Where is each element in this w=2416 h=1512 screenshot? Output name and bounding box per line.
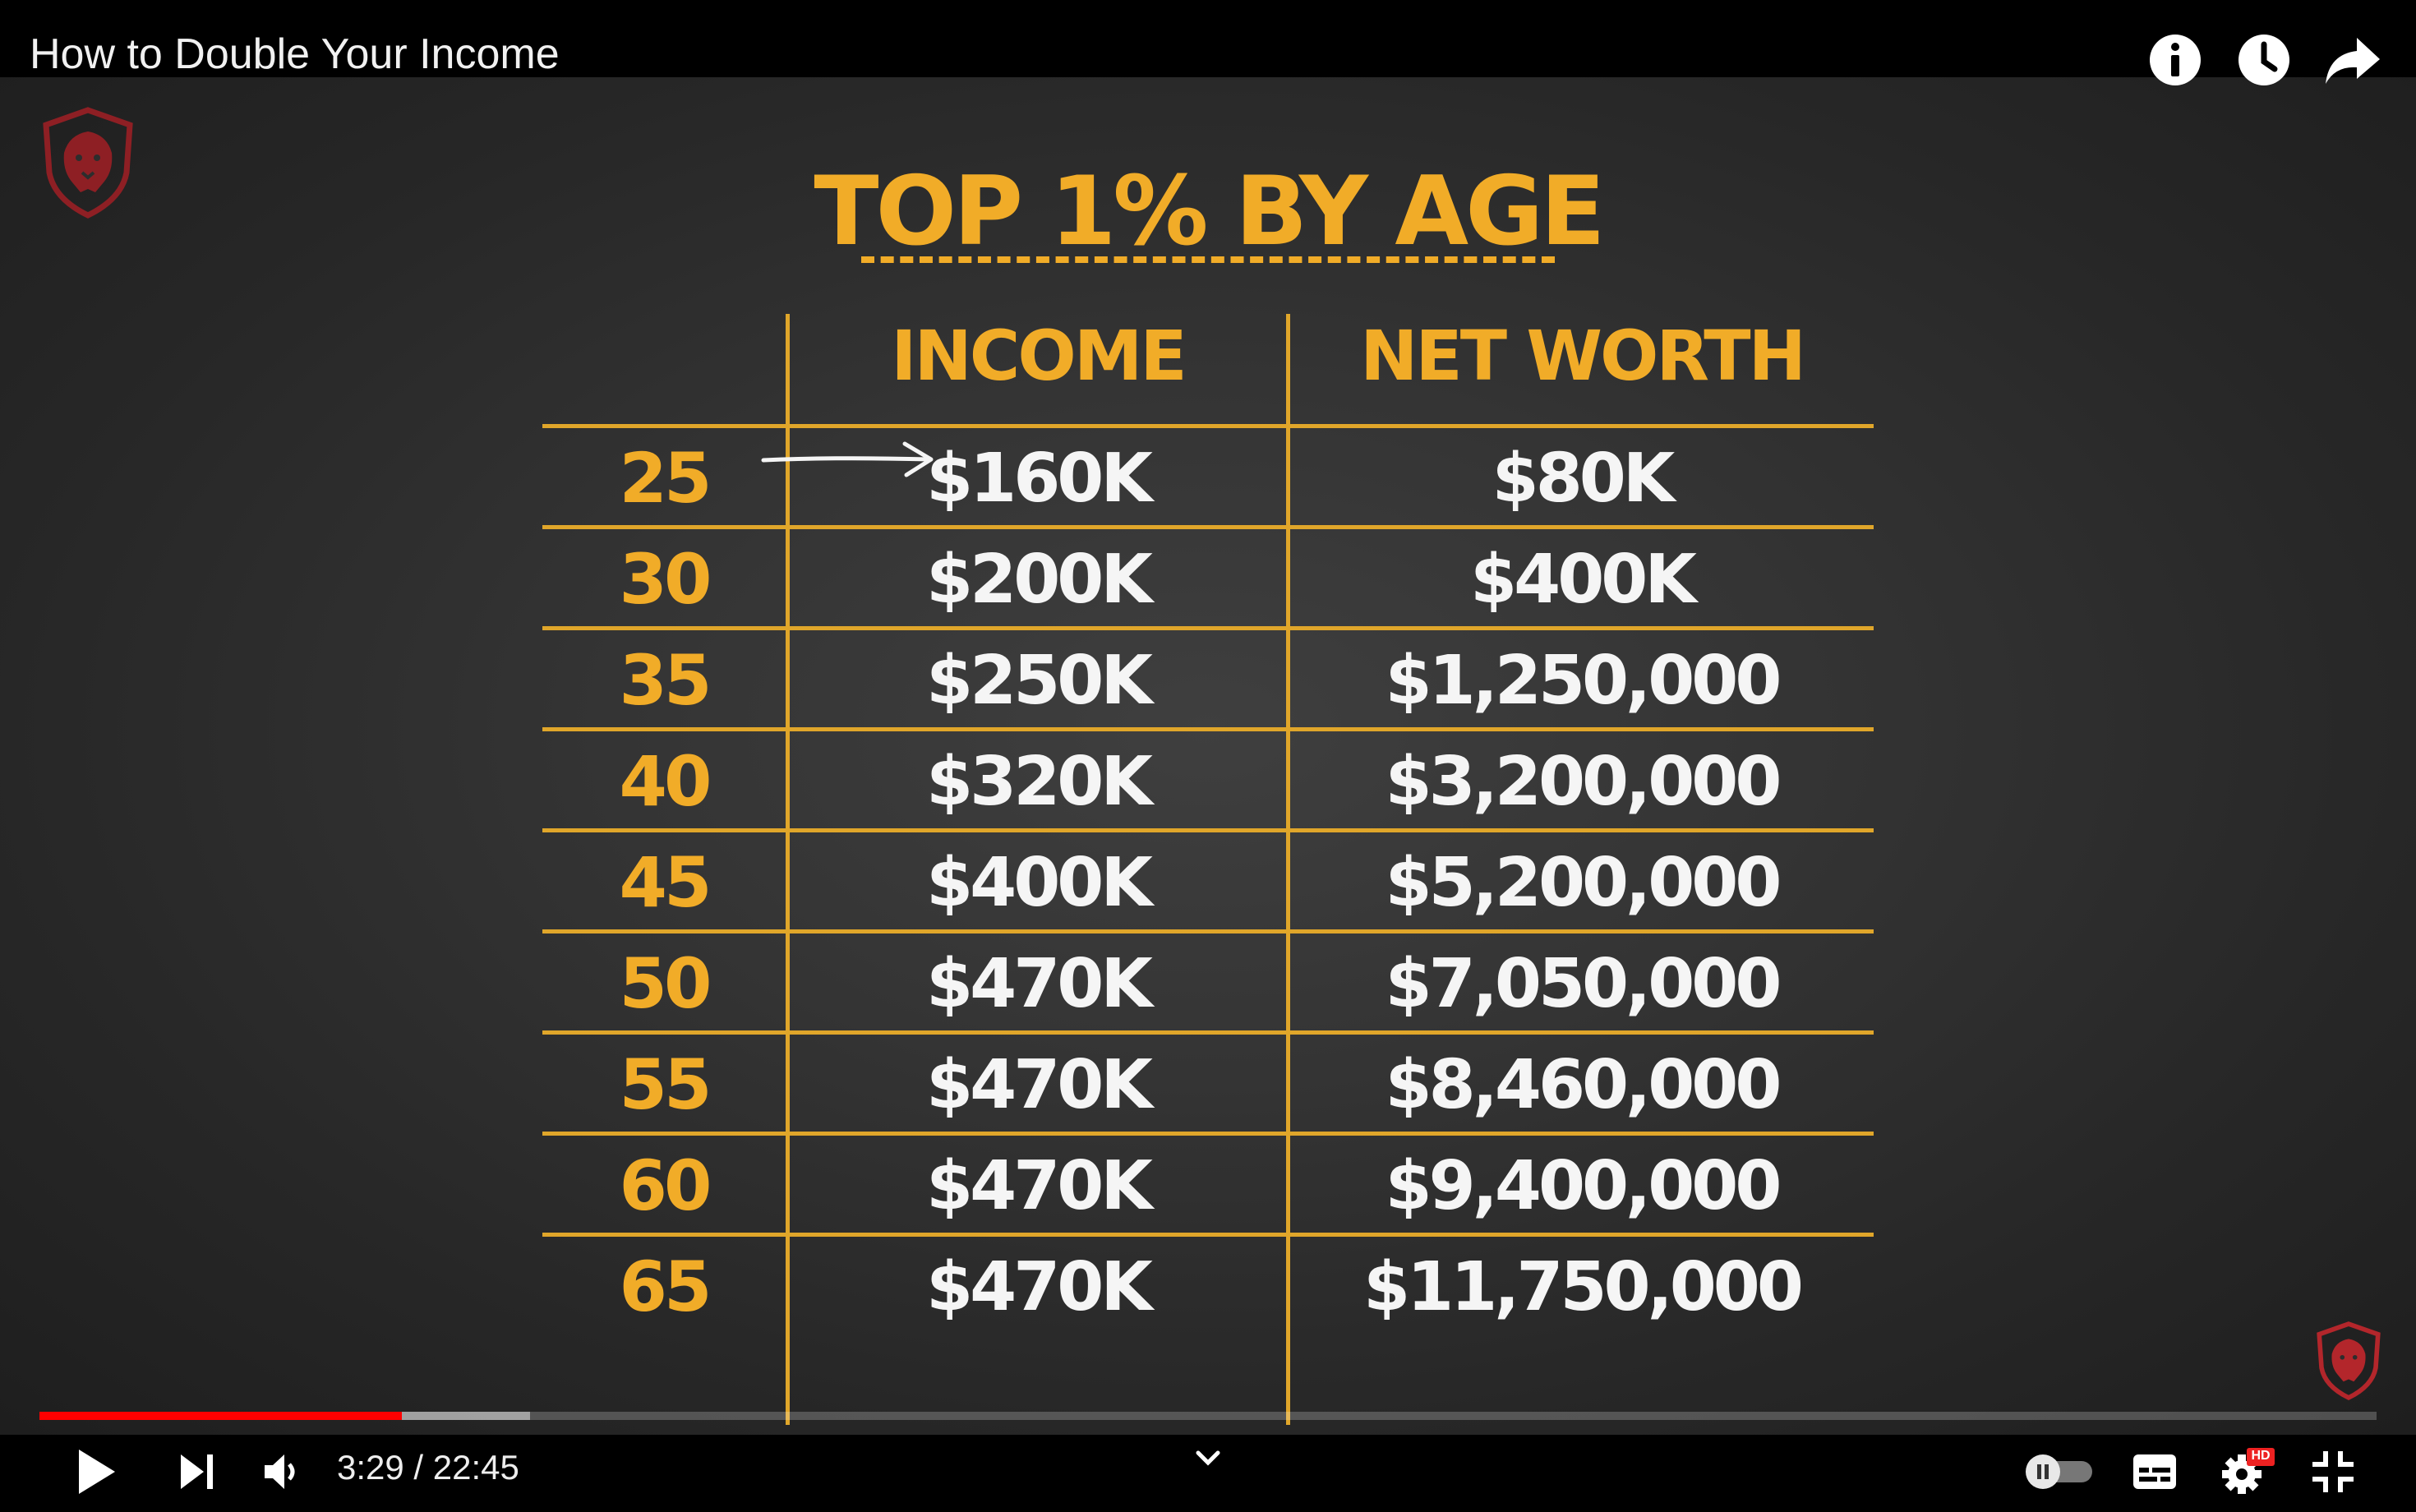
age-cell: 50 [619,943,712,1024]
net-worth-cell: $1,250,000 [1385,642,1782,720]
table-divider-horizontal [542,727,1874,731]
title-bar: How to Double Your Income [0,0,2416,85]
age-cell: 25 [619,438,712,519]
table-divider-vertical [1286,314,1290,1425]
net-worth-cell: $5,200,000 [1385,844,1782,922]
income-cell: $400K [926,844,1153,922]
volume-icon[interactable] [261,1451,302,1492]
table-divider-horizontal [542,828,1874,832]
income-cell: $470K [926,1046,1153,1124]
age-cell: 65 [619,1247,712,1327]
play-icon[interactable] [76,1448,118,1496]
lion-shield-logo [43,107,133,219]
net-worth-cell: $7,050,000 [1385,945,1782,1023]
age-cell: 35 [619,640,712,721]
table-divider-horizontal [542,1030,1874,1035]
income-cell: $470K [926,945,1153,1023]
progress-bar[interactable] [39,1412,2377,1420]
hd-badge: HD [2251,1449,2271,1463]
net-worth-cell: $9,400,000 [1385,1147,1782,1225]
progress-played [39,1412,402,1420]
income-cell: $470K [926,1248,1153,1326]
age-cell: 45 [619,842,712,923]
age-cell: 60 [619,1146,712,1226]
table-divider-horizontal [542,626,1874,630]
chevron-down-icon[interactable] [1193,1448,1223,1468]
time-display: 3:29 / 22:45 [337,1448,519,1487]
settings-icon[interactable] [2219,1446,2276,1496]
age-cell: 55 [619,1044,712,1125]
lion-shield-watermark [2317,1321,2381,1400]
income-cell: $320K [926,743,1153,821]
video-frame[interactable]: TOP 1% BY AGE INCOME NET WORTH 25 $160K … [0,77,2416,1435]
table-divider-horizontal [542,525,1874,529]
subtitles-icon[interactable] [2132,1450,2178,1494]
net-worth-cell: $11,750,000 [1363,1248,1804,1326]
table-divider-horizontal [542,929,1874,933]
arrow-annotation [761,441,934,477]
share-icon[interactable] [2324,31,2381,89]
column-header-income: INCOME [891,316,1187,396]
autoplay-toggle[interactable] [2023,1453,2094,1491]
slide-heading: TOP 1% BY AGE [814,156,1605,267]
age-cell: 40 [619,741,712,822]
column-header-net-worth: NET WORTH [1360,316,1806,396]
exit-fullscreen-icon[interactable] [2311,1450,2355,1494]
table-divider-horizontal [542,1233,1874,1237]
watch-later-icon[interactable] [2235,31,2293,89]
heading-underline [861,256,1555,263]
video-title[interactable]: How to Double Your Income [30,30,560,78]
net-worth-cell: $3,200,000 [1385,743,1782,821]
table-divider-vertical [786,314,790,1425]
table-divider-horizontal [542,1132,1874,1136]
age-cell: 30 [619,539,712,620]
net-worth-cell: $400K [1470,541,1697,619]
player-controls: 3:29 / 22:45 [0,1435,2416,1512]
net-worth-cell: $8,460,000 [1385,1046,1782,1124]
income-cell: $250K [926,642,1153,720]
next-icon[interactable] [179,1451,215,1492]
info-icon[interactable] [2146,31,2204,89]
income-cell: $200K [926,541,1153,619]
net-worth-cell: $80K [1492,440,1676,518]
income-cell: $470K [926,1147,1153,1225]
income-cell: $160K [926,440,1153,518]
table-divider-horizontal [542,424,1874,428]
